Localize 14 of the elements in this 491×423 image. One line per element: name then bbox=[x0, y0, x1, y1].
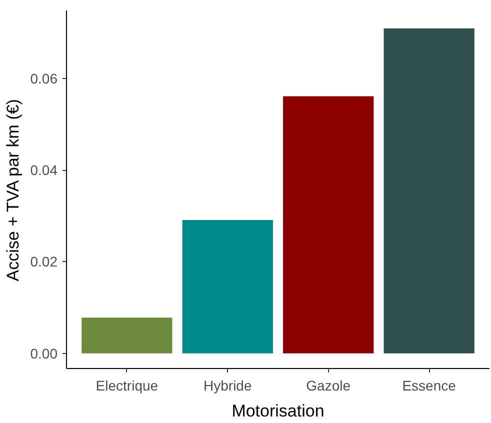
y-tick-label: 0.00 bbox=[30, 345, 58, 362]
bar bbox=[82, 318, 172, 354]
y-tick-label: 0.04 bbox=[30, 162, 58, 178]
x-axis-title: Motorisation bbox=[232, 402, 324, 420]
bar bbox=[384, 28, 474, 354]
x-tick-label: Hybride bbox=[204, 378, 252, 394]
y-tick-label: 0.02 bbox=[30, 254, 58, 270]
y-axis-title: Accise + TVA par km (€) bbox=[3, 99, 22, 282]
x-tick-label: Gazole bbox=[306, 378, 351, 394]
bar bbox=[182, 220, 273, 354]
bar bbox=[283, 96, 374, 354]
x-tick-label: Essence bbox=[402, 378, 456, 394]
y-tick-label: 0.06 bbox=[30, 70, 58, 86]
x-tick-label: Electrique bbox=[96, 378, 158, 394]
